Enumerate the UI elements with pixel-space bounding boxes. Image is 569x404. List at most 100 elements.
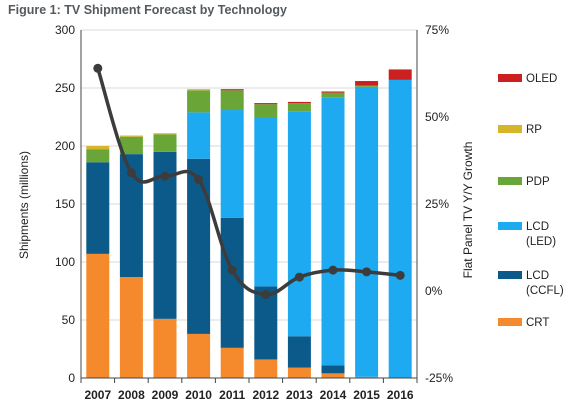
bar-pdp-2009 [153, 134, 177, 152]
growth-point-2009 [160, 171, 170, 181]
y2-tick-label: 50% [425, 110, 449, 124]
bar-pdp-2008 [119, 136, 143, 155]
bar-pdp-2010 [187, 90, 211, 113]
bar-lcd-ccfl--2014 [321, 365, 345, 374]
bar-pdp-2013 [287, 103, 311, 112]
legend-label: LCD (CCFL) [526, 270, 564, 297]
bar-lcd-ccfl--2008 [119, 154, 143, 278]
growth-point-2011 [227, 265, 237, 275]
x-tick-label: 2009 [152, 388, 179, 402]
y-tick-label: 100 [55, 255, 75, 269]
bars [86, 69, 412, 378]
bar-lcd-led--2011 [220, 110, 244, 218]
bar-lcd-ccfl--2009 [153, 151, 177, 319]
legend-label: RP [526, 124, 542, 136]
x-tick-label: 2010 [185, 388, 212, 402]
bar-lcd-led--2016 [388, 79, 412, 378]
x-tick-label: 2015 [353, 388, 380, 402]
bar-lcd-led--2015 [355, 86, 379, 377]
growth-point-2012 [261, 289, 271, 299]
legend-label: CRT [526, 317, 549, 329]
bar-oled-2014 [321, 91, 345, 93]
bar-crt-2013 [287, 367, 311, 378]
legend-swatch [498, 222, 522, 230]
x-tick-label: 2012 [252, 388, 279, 402]
y-tick-label: 50 [62, 313, 76, 327]
x-tick-label: 2016 [387, 388, 414, 402]
growth-point-2015 [362, 267, 372, 277]
legend-swatch [498, 318, 522, 326]
x-tick-label: 2008 [118, 388, 145, 402]
bar-lcd-led--2014 [321, 97, 345, 366]
bar-pdp-2014 [321, 92, 345, 98]
legend-item-lcd-led-: LCD (LED) [498, 221, 556, 248]
legend: OLED RP PDP LCD (LED) LCD (CCFL) CRT [498, 73, 564, 329]
growth-point-2016 [395, 270, 405, 280]
y-tick-label: 300 [55, 23, 75, 37]
y2-tick-label: 0% [425, 284, 443, 298]
legend-item-oled: OLED [498, 73, 557, 85]
legend-label: LCD (LED) [526, 221, 556, 248]
y2-tick-label: 75% [425, 23, 449, 37]
bar-crt-2011 [220, 347, 244, 378]
bar-oled-2015 [355, 81, 379, 86]
bar-rp-2008 [119, 135, 143, 137]
bar-lcd-ccfl--2007 [86, 162, 110, 254]
legend-item-pdp: PDP [498, 176, 550, 188]
x-tick-label: 2014 [320, 388, 347, 402]
legend-label-line: CRT [526, 317, 549, 329]
legend-label-line: LCD [526, 270, 549, 282]
bar-crt-2010 [187, 333, 211, 378]
y-tick-label: 250 [55, 81, 75, 95]
bar-rp-2009 [153, 133, 177, 135]
bar-lcd-ccfl--2010 [187, 158, 211, 334]
legend-swatch [498, 74, 522, 82]
growth-point-2014 [328, 265, 338, 275]
x-tick-label: 2013 [286, 388, 313, 402]
bar-pdp-2011 [220, 90, 244, 111]
y-tick-label: 150 [55, 197, 75, 211]
y2-tick-label: 25% [425, 197, 449, 211]
bar-crt-2007 [86, 253, 110, 378]
bar-rp-2007 [86, 146, 110, 150]
growth-point-2008 [126, 168, 136, 178]
bar-crt-2014 [321, 373, 345, 378]
bar-oled-2011 [220, 89, 244, 91]
y2-tick-label: -25% [425, 371, 453, 385]
bar-oled-2013 [287, 101, 311, 104]
bar-oled-2016 [388, 69, 412, 80]
bar-pdp-2012 [254, 104, 278, 117]
x-tick-label: 2011 [219, 388, 245, 402]
growth-point-2007 [93, 63, 103, 73]
growth-point-2010 [194, 175, 204, 185]
x-tick-label: 2007 [84, 388, 111, 402]
legend-label-line: RP [526, 124, 542, 136]
bar-lcd-ccfl--2011 [220, 217, 244, 348]
bar-lcd-ccfl--2013 [287, 336, 311, 368]
bar-crt-2012 [254, 359, 278, 378]
bar-lcd-led--2012 [254, 117, 278, 287]
y2-axis-label: Flat Panel TV Y/Y Growth [461, 142, 475, 279]
legend-label: PDP [526, 176, 550, 188]
y-tick-label: 0 [68, 371, 75, 385]
bar-lcd-led--2013 [287, 111, 311, 337]
legend-swatch [498, 177, 522, 185]
legend-item-rp: RP [498, 124, 542, 136]
axes [80, 30, 418, 383]
legend-label-line: (LED) [526, 236, 556, 248]
bar-lcd-led--2010 [187, 112, 211, 159]
growth-point-2013 [294, 272, 304, 282]
bar-lcd-ccfl--2012 [254, 286, 278, 360]
bar-pdp-2015 [355, 85, 379, 87]
bar-crt-2015 [355, 376, 379, 378]
y-tick-label: 200 [55, 139, 75, 153]
growth-line-group [93, 63, 405, 299]
growth-line [96, 67, 401, 297]
legend-item-crt: CRT [498, 317, 549, 329]
bar-crt-2008 [119, 277, 143, 378]
legend-label: OLED [526, 73, 557, 85]
legend-swatch [498, 125, 522, 133]
bar-pdp-2007 [86, 149, 110, 163]
chart-title: Figure 1: TV Shipment Forecast by Techno… [8, 3, 287, 17]
